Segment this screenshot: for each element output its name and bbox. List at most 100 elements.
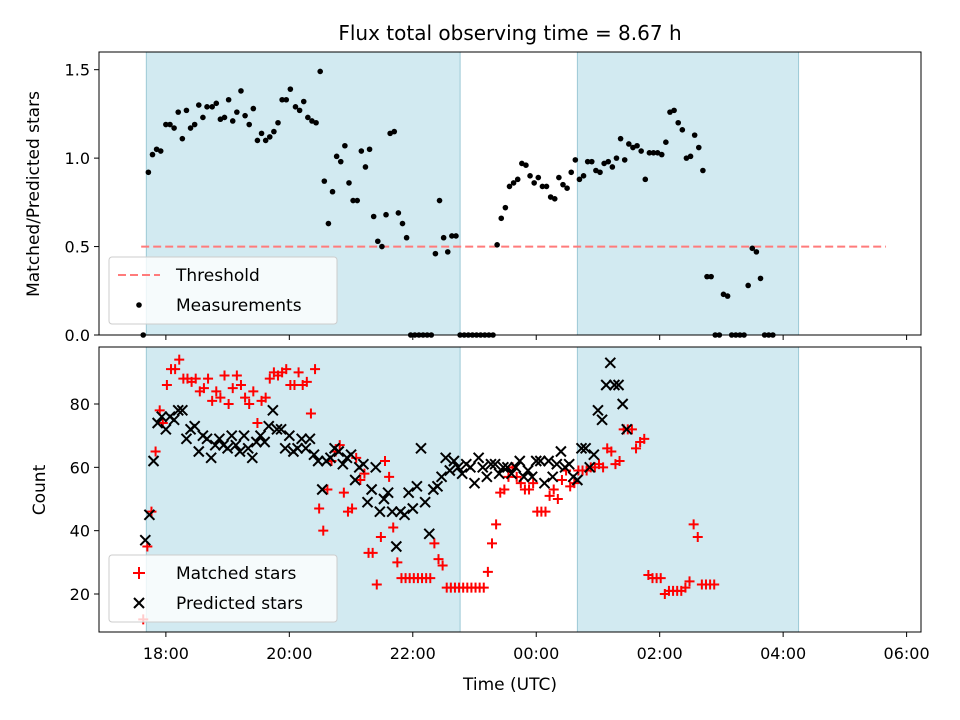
measurement-point [313,119,319,126]
matched-star-point [491,519,502,530]
predicted-star-point [592,404,604,417]
matched-star-point [392,557,403,568]
predicted-star-point [468,477,481,489]
bottom-plot-frame [98,346,922,633]
top-y-tick-label: 0.0 [65,326,90,345]
measurements-points [140,68,776,338]
measurement-point [391,128,398,135]
chart-title: Flux total observing time = 8.67 h [338,21,681,45]
predicted-star-point [563,458,575,470]
shaded-interval-1 [577,52,799,335]
predicted-star-point [332,445,345,458]
measurement-point [329,188,336,195]
measurement-point [354,197,361,204]
predicted-star-point [435,471,448,483]
predicted-star-point [505,467,518,480]
threshold-legend-label: Threshold [175,266,260,286]
predicted-star-point [612,379,625,391]
matched-star-point [161,380,172,390]
predicted-star-point [139,534,152,546]
predicted-star-point [201,433,213,445]
measurement-point [342,142,348,149]
matched-star-point [614,456,625,466]
predicted-star-point [160,423,172,436]
measurement-point [642,176,649,183]
measurement-point [362,164,369,170]
measurement-point [609,164,616,170]
measurement-point [551,196,558,202]
matched-star-point [227,383,238,394]
measurement-point [679,127,686,133]
matched-star-point [322,484,333,495]
matched-star-point [347,503,358,514]
predicted-star-point [188,420,201,432]
measurement-point [687,153,694,160]
predicted-star-point [542,455,555,467]
measurement-point [333,153,340,160]
matched-star-point [544,490,555,501]
matched-star-point [244,399,255,409]
measurement-point [650,150,657,156]
x-axis-label: Time (UTC) [462,675,557,695]
predicted-star-point [230,439,242,451]
measurement-point [300,98,307,105]
predicted-star-point [382,486,394,499]
matched-star-point [692,532,703,542]
measurement-point [171,125,177,131]
predicted-star-point [588,448,600,461]
matched-star-point [359,468,370,479]
predicted-star-point [600,379,612,391]
measurement-point [145,169,152,176]
matched-star-point [639,433,650,444]
measurement-point [621,157,628,163]
measurement-point [337,158,344,165]
matched-star-point [556,475,567,485]
matched-star-point [293,367,304,378]
predicted-star-point [312,455,324,467]
measurement-point [163,121,169,128]
top-legend-box [108,256,338,325]
measurement-point [510,180,517,186]
predicted-star-point [176,404,189,417]
x-tick-label: 00:00 [513,644,559,663]
matched-star-point [437,560,448,571]
top-panel: 0.0 0.5 1.0 1.5 Matched/Predicted stars Thr… [24,51,922,345]
predicted-stars-points [139,357,633,553]
measurement-point [605,158,612,165]
predicted-star-point [238,429,250,442]
bottom-x-axis: 18:00 20:00 22:00 00:00 02:00 04:00 06:00 [143,632,930,663]
measurement-point [358,148,365,154]
predicted-star-point [497,461,510,474]
measurement-point [539,183,546,190]
measurement-point [560,181,566,188]
measurement-point [395,210,402,216]
predicted-star-point [365,483,378,496]
measurement-point [700,167,706,174]
predicted-stars-legend-marker [133,597,145,609]
bottom-y-tick-label: 40 [70,522,90,541]
measurement-point [523,162,529,168]
predicted-star-point [402,486,415,499]
predicted-star-point [464,461,477,474]
measurement-point [432,250,439,257]
x-tick-label: 20:00 [266,644,312,663]
measurement-point [262,137,269,144]
matched-star-point [528,478,539,489]
measurement-point [572,157,579,163]
measurement-point [157,148,164,154]
predicted-star-point [168,414,180,426]
measurement-point [556,174,562,181]
measurement-point [634,142,640,149]
predicted-star-point [423,528,435,540]
predicted-star-point [608,379,621,391]
predicted-star-point [419,496,431,508]
measurement-point [271,128,277,135]
x-tick-label: 22:00 [390,644,436,663]
predicted-star-point [250,436,263,448]
matched-star-point [655,573,666,584]
measurement-point [246,121,253,128]
measurement-point [325,220,332,227]
matched-star-point [598,462,609,473]
measurement-point [370,213,377,220]
measurement-point [745,282,751,289]
